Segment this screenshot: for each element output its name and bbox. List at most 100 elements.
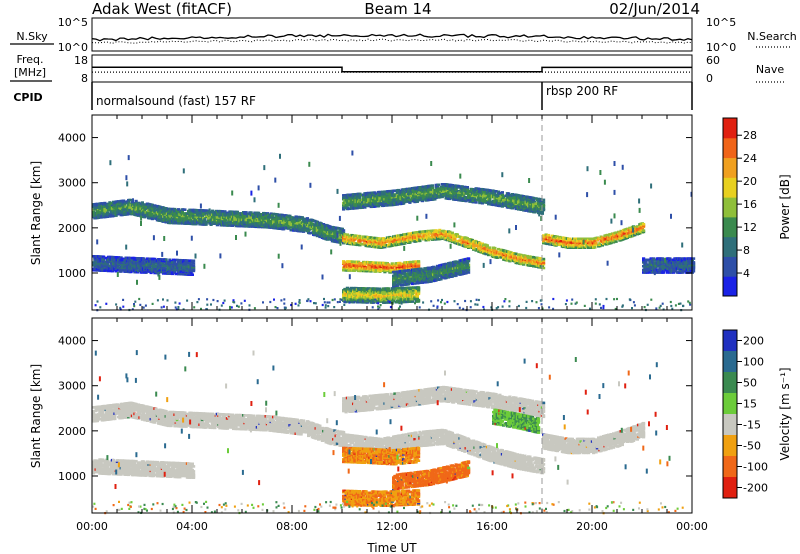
echo-cell xyxy=(268,219,272,223)
echo-cell xyxy=(455,233,459,236)
cpid-panel: CPID normalsound (fast) 157 RF rbsp 200 … xyxy=(13,82,693,110)
echo-cell xyxy=(555,235,559,239)
noise-ytick-left-top: 10^5 xyxy=(58,16,88,29)
echo-cell xyxy=(348,262,352,266)
echo-cell xyxy=(263,212,267,215)
echo-cell xyxy=(343,233,347,236)
echo-cell xyxy=(484,252,488,256)
echo-cell xyxy=(350,260,354,263)
freq-ytick-right-top: 60 xyxy=(706,54,720,67)
echo-cell xyxy=(308,231,312,235)
echo-cell xyxy=(390,262,394,265)
echo-cell xyxy=(335,230,339,234)
echo-cell xyxy=(485,244,489,247)
echo-cell xyxy=(377,244,381,248)
echo-cell xyxy=(144,206,148,209)
echo-cell xyxy=(368,245,372,248)
echo-cell xyxy=(318,235,322,239)
echo-cell xyxy=(390,243,394,246)
echo-cell xyxy=(425,232,429,236)
echo-cell xyxy=(315,229,319,233)
echo-cell xyxy=(390,238,394,241)
echo-cell xyxy=(487,253,491,257)
echo-cell xyxy=(642,229,646,232)
echo-cell xyxy=(498,254,502,258)
echo-cell xyxy=(105,211,109,215)
echo-cell xyxy=(450,231,454,235)
echo-cell xyxy=(549,241,553,245)
echo-cell xyxy=(297,227,301,230)
echo-cell xyxy=(220,210,224,213)
echo-cell xyxy=(372,261,376,264)
echo-cell xyxy=(275,213,279,216)
echo-cell xyxy=(164,207,168,210)
echo-cell xyxy=(192,264,196,268)
echo-cell xyxy=(409,260,413,264)
echo-cell xyxy=(444,237,448,240)
date-title: 02/Jun/2014 xyxy=(609,0,700,18)
echo-cell xyxy=(192,262,196,265)
echo-cell xyxy=(342,231,346,235)
freq-ytick-right-bottom: 0 xyxy=(706,72,713,85)
echo-cell xyxy=(249,211,253,214)
cpid-label: CPID xyxy=(13,91,42,104)
echo-cell xyxy=(519,253,523,257)
echo-cell xyxy=(399,237,403,241)
echo-cell xyxy=(547,233,551,237)
echo-cell xyxy=(369,236,373,239)
echo-cell xyxy=(350,234,354,237)
echo-cell xyxy=(150,212,154,216)
echo-cell xyxy=(530,259,534,263)
echo-cell xyxy=(529,264,533,267)
freq-label-line1: Freq. xyxy=(16,53,43,66)
echo-cell xyxy=(315,220,319,224)
echo-cell xyxy=(542,234,546,237)
echo-cell xyxy=(104,213,108,216)
echo-cell xyxy=(320,228,324,232)
echo-cell xyxy=(553,238,557,242)
echo-cell xyxy=(337,233,341,236)
echo-cell xyxy=(244,211,248,214)
noise-sky-label: N.Sky xyxy=(16,30,48,43)
echo-cell xyxy=(95,202,99,206)
echo-cell xyxy=(519,262,523,266)
echo-cell xyxy=(168,207,172,211)
echo-cell xyxy=(158,205,162,209)
freq-label-line2: [MHz] xyxy=(14,66,46,79)
echo-cell xyxy=(183,208,187,211)
echo-cell xyxy=(153,204,157,207)
echo-cell xyxy=(430,184,434,187)
echo-cell xyxy=(499,256,503,259)
noise-search-label: N.Search xyxy=(747,30,797,43)
echo-cell xyxy=(394,238,398,242)
echo-cell xyxy=(578,237,582,241)
echo-cell xyxy=(415,231,419,234)
echo-cell xyxy=(319,222,323,225)
echo-cell xyxy=(550,234,554,238)
echo-cell xyxy=(589,237,593,241)
echo-cell xyxy=(544,233,548,236)
echo-cell xyxy=(345,233,349,236)
echo-cell xyxy=(594,241,598,245)
echo-cell xyxy=(354,234,358,238)
echo-cell xyxy=(359,269,363,273)
echo-cell xyxy=(354,242,358,245)
echo-cell xyxy=(464,245,468,249)
echo-cell xyxy=(109,204,113,208)
freq-panel-frame xyxy=(91,54,693,83)
echo-cell xyxy=(514,252,518,256)
echo-cell xyxy=(100,212,104,215)
echo-cell xyxy=(507,253,511,256)
echo-cell xyxy=(393,236,397,239)
echo-cell xyxy=(300,216,304,219)
echo-cell xyxy=(493,246,497,250)
echo-cell xyxy=(362,260,366,264)
noise-ytick-left-bottom: 10^0 xyxy=(58,41,88,54)
echo-cell xyxy=(150,203,154,207)
noise-sky-trace xyxy=(91,33,693,42)
echo-cell xyxy=(267,218,271,222)
echo-cell xyxy=(358,234,362,238)
echo-cell xyxy=(399,233,403,237)
echo-cell xyxy=(587,246,591,249)
